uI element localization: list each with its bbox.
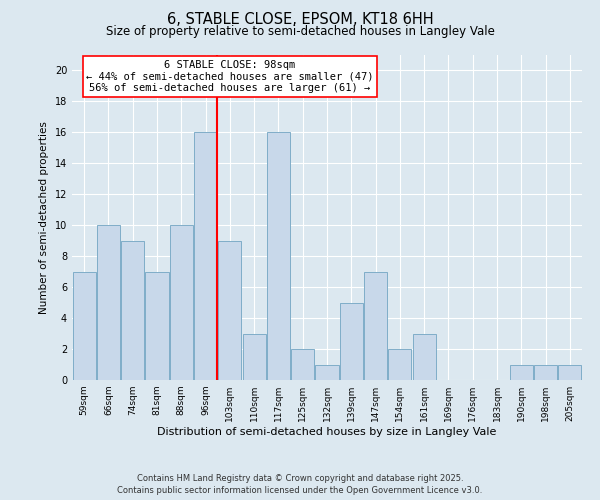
X-axis label: Distribution of semi-detached houses by size in Langley Vale: Distribution of semi-detached houses by … bbox=[157, 427, 497, 437]
Bar bbox=[510, 364, 533, 380]
Bar bbox=[97, 225, 120, 380]
Bar bbox=[291, 349, 314, 380]
Bar bbox=[218, 240, 241, 380]
Bar bbox=[121, 240, 144, 380]
Bar bbox=[388, 349, 412, 380]
Bar bbox=[242, 334, 266, 380]
Bar bbox=[534, 364, 557, 380]
Bar bbox=[340, 302, 363, 380]
Bar bbox=[364, 272, 387, 380]
Bar bbox=[413, 334, 436, 380]
Bar bbox=[145, 272, 169, 380]
Bar bbox=[194, 132, 217, 380]
Y-axis label: Number of semi-detached properties: Number of semi-detached properties bbox=[39, 121, 49, 314]
Text: 6, STABLE CLOSE, EPSOM, KT18 6HH: 6, STABLE CLOSE, EPSOM, KT18 6HH bbox=[167, 12, 433, 28]
Text: 6 STABLE CLOSE: 98sqm
← 44% of semi-detached houses are smaller (47)
56% of semi: 6 STABLE CLOSE: 98sqm ← 44% of semi-deta… bbox=[86, 60, 374, 93]
Bar bbox=[73, 272, 95, 380]
Bar bbox=[267, 132, 290, 380]
Text: Contains HM Land Registry data © Crown copyright and database right 2025.
Contai: Contains HM Land Registry data © Crown c… bbox=[118, 474, 482, 495]
Bar bbox=[170, 225, 193, 380]
Text: Size of property relative to semi-detached houses in Langley Vale: Size of property relative to semi-detach… bbox=[106, 25, 494, 38]
Bar bbox=[316, 364, 338, 380]
Bar bbox=[559, 364, 581, 380]
